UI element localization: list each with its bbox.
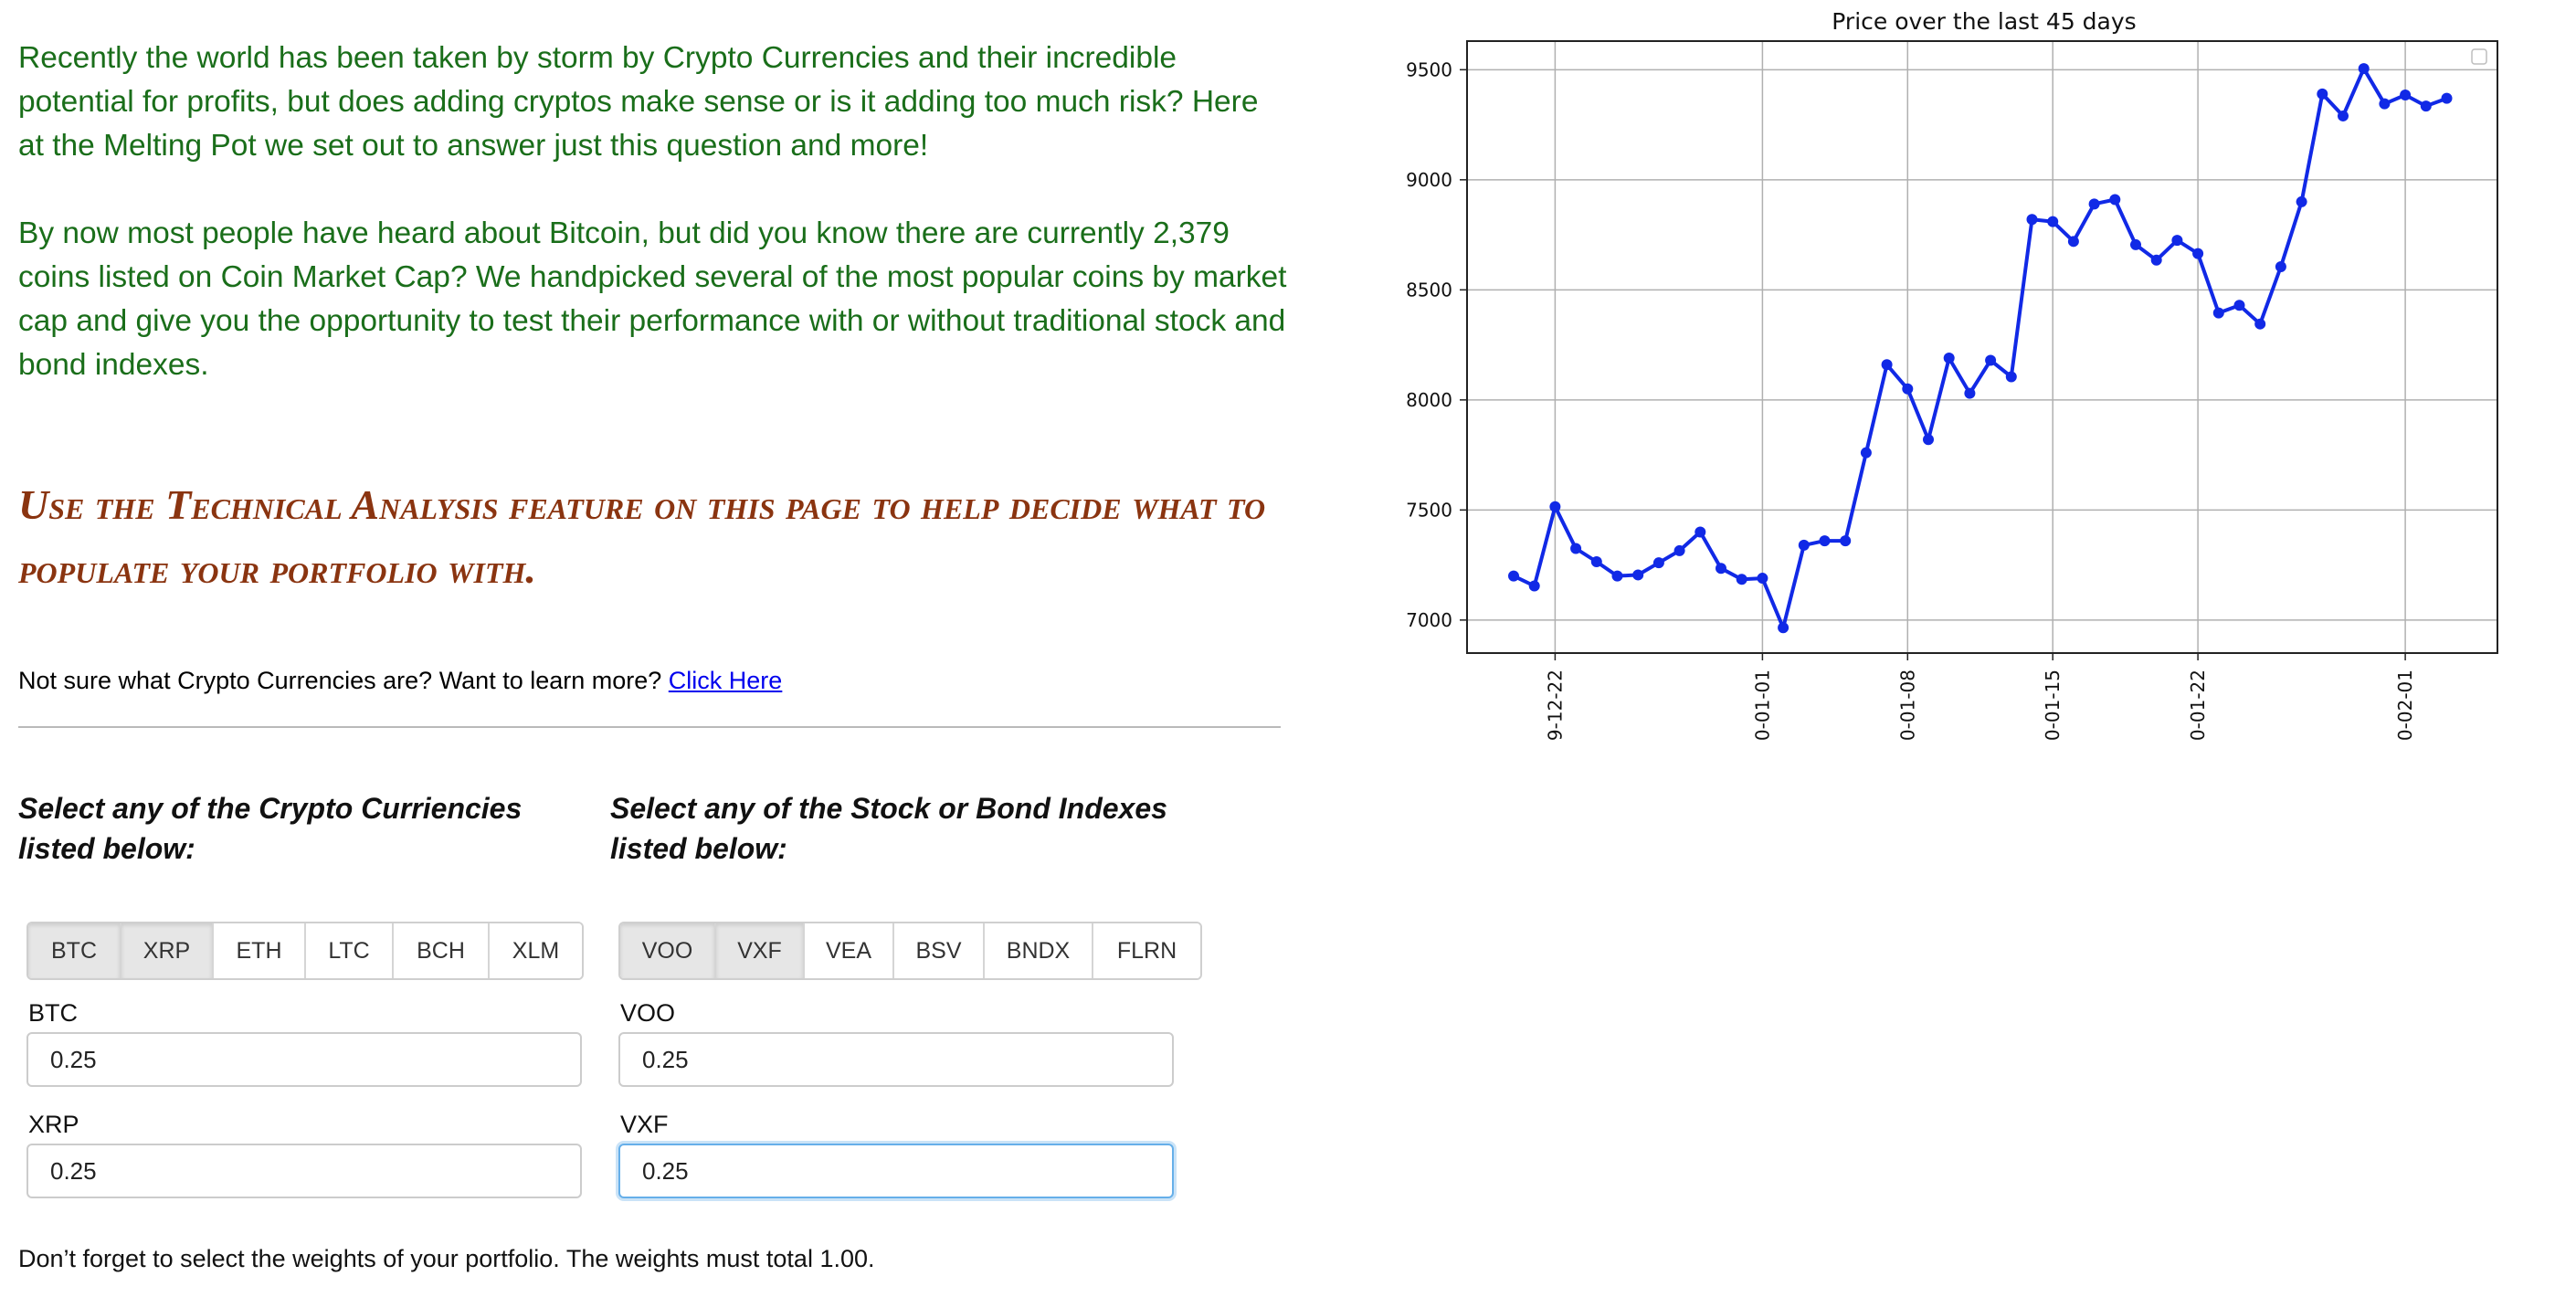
intro: Recently the world has been taken by sto… — [18, 37, 1288, 431]
price-point — [1943, 353, 1955, 364]
price-point — [2420, 100, 2432, 112]
price-point — [2026, 214, 2038, 226]
price-point — [2296, 195, 2307, 207]
price-point — [1736, 574, 1747, 585]
price-point — [2379, 98, 2391, 110]
vxf-weight-label: VXF — [620, 1111, 669, 1138]
crypto-button-xlm[interactable]: XLM — [490, 923, 582, 978]
click-here-link[interactable]: Click Here — [668, 667, 783, 694]
price-point — [1611, 570, 1623, 582]
price-point — [2254, 318, 2266, 330]
legend-box-icon — [2471, 48, 2487, 65]
price-chart: Price over the last 45 days 7000 7500 8000… — [1406, 8, 2498, 741]
x-tick-label: 0-02-01 — [2394, 670, 2416, 741]
chart-title: Price over the last 45 days — [1832, 8, 2136, 35]
price-point — [1985, 354, 1997, 366]
y-tick-label: 7500 — [1406, 499, 1452, 521]
price-point — [2212, 307, 2224, 319]
learn-more-text: Not sure what Crypto Currencies are? Wan… — [18, 667, 669, 694]
btc-weight-label: BTC — [28, 999, 78, 1027]
price-point — [1570, 543, 1582, 554]
stock-section-title: Select any of the Stock or Bond Indexes … — [610, 792, 1167, 865]
stock-button-flrn[interactable]: FLRN — [1093, 923, 1200, 978]
price-series-line — [1513, 67, 2448, 630]
price-point — [2005, 371, 2017, 383]
price-point — [2109, 194, 2121, 206]
stock-button-bsv[interactable]: BSV — [894, 923, 985, 978]
price-point — [2275, 261, 2286, 273]
stock-button-vxf[interactable]: VXF — [716, 923, 805, 978]
price-point — [1923, 434, 1934, 446]
price-point — [1902, 383, 1914, 395]
crypto-button-btc[interactable]: BTC — [28, 923, 121, 978]
price-point — [2088, 198, 2100, 210]
price-point — [2338, 110, 2349, 121]
stock-button-group: VOO VXF VEA BSV BNDX FLRN — [618, 922, 1202, 980]
crypto-button-xrp[interactable]: XRP — [121, 923, 214, 978]
y-tick-label: 8500 — [1406, 279, 1452, 301]
stock-button-bndx[interactable]: BNDX — [985, 923, 1093, 978]
price-point — [1673, 544, 1685, 556]
x-tick-label: 0-01-15 — [2042, 670, 2064, 741]
price-point — [2192, 248, 2204, 259]
x-tick-label: 0-01-01 — [1751, 670, 1773, 741]
xrp-weight-label: XRP — [28, 1111, 79, 1138]
vxf-weight-input[interactable] — [618, 1144, 1174, 1198]
y-tick-label: 9000 — [1406, 169, 1452, 191]
learn-more: Not sure what Crypto Currencies are? Wan… — [18, 667, 782, 695]
price-point — [1964, 387, 1976, 399]
price-point — [1632, 569, 1644, 581]
price-point — [2233, 300, 2245, 311]
crypto-button-group: BTC XRP ETH LTC BCH XLM — [26, 922, 584, 980]
intro-paragraph-2: By now most people have heard about Bitc… — [18, 216, 1287, 382]
price-point — [1528, 580, 1540, 592]
price-point — [2317, 88, 2328, 100]
price-point — [1694, 526, 1706, 538]
price-point — [1778, 622, 1789, 634]
x-tick-label: 0-01-22 — [2187, 670, 2209, 741]
price-point — [2171, 235, 2183, 247]
price-point — [2047, 216, 2059, 227]
price-point — [2067, 236, 2079, 248]
intro-paragraph-1: Recently the world has been taken by sto… — [18, 41, 1259, 163]
crypto-button-ltc[interactable]: LTC — [306, 923, 394, 978]
stock-button-vea[interactable]: VEA — [805, 923, 894, 978]
price-point — [1840, 535, 1852, 547]
price-point — [2441, 92, 2453, 104]
divider — [18, 726, 1281, 728]
y-tick-label: 9500 — [1406, 58, 1452, 80]
price-point — [1798, 539, 1810, 551]
price-point — [1652, 557, 1664, 569]
price-point — [1819, 535, 1831, 547]
plot-frame — [1466, 40, 2498, 654]
price-point — [1549, 501, 1561, 512]
xrp-weight-input[interactable] — [26, 1144, 582, 1198]
price-point — [1716, 563, 1726, 575]
x-tick-label: 9-12-22 — [1544, 670, 1566, 741]
price-point — [2358, 63, 2370, 75]
weights-note: Don’t forget to select the weights of yo… — [18, 1245, 875, 1272]
y-tick-label: 8000 — [1406, 389, 1452, 411]
price-point — [2130, 238, 2141, 250]
price-point — [2400, 90, 2412, 101]
x-tick-label: 0-01-08 — [1896, 670, 1918, 741]
price-point — [1590, 555, 1602, 567]
crypto-button-eth[interactable]: ETH — [214, 923, 306, 978]
crypto-section-title: Select any of the Crypto Curriencies lis… — [18, 792, 523, 865]
price-point — [1881, 359, 1893, 371]
stock-button-voo[interactable]: VOO — [620, 923, 716, 978]
voo-weight-input[interactable] — [618, 1032, 1174, 1087]
price-point — [1757, 573, 1768, 585]
price-point — [1508, 570, 1519, 582]
price-point — [1860, 447, 1872, 459]
price-point — [2150, 254, 2162, 266]
crypto-button-bch[interactable]: BCH — [394, 923, 490, 978]
btc-weight-input[interactable] — [26, 1032, 582, 1087]
technical-analysis-headline: Use the Technical Analysis feature on th… — [18, 481, 1266, 592]
voo-weight-label: VOO — [620, 999, 676, 1027]
y-tick-label: 7000 — [1406, 609, 1452, 631]
